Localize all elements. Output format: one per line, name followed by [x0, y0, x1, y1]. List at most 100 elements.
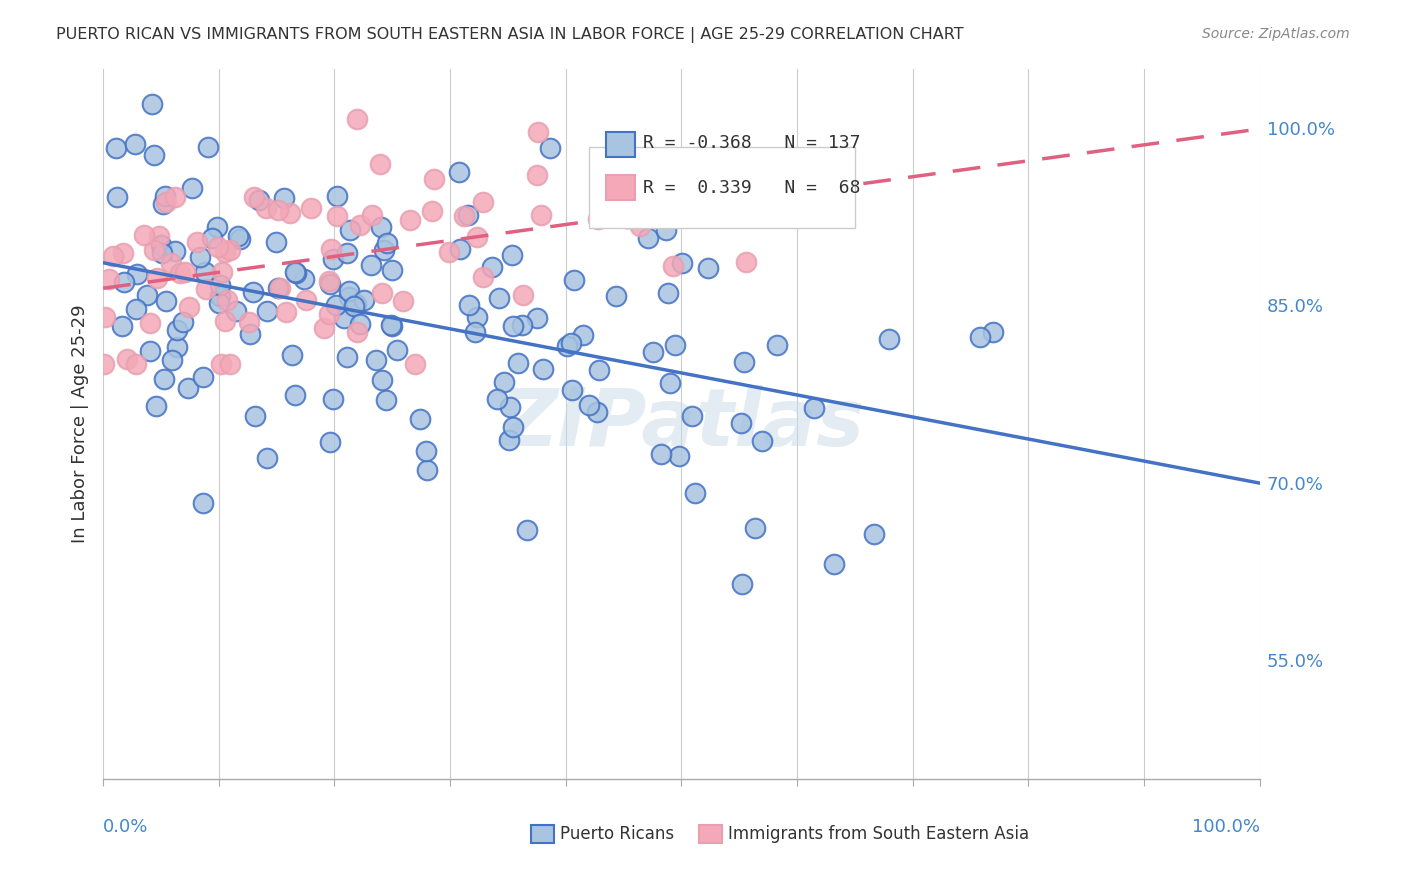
- Point: [207, 219, 229, 234]
- Point: [136, 287, 159, 301]
- Point: [194, 282, 217, 296]
- Point: [380, 318, 402, 333]
- Point: [399, 213, 422, 227]
- Point: [174, 265, 197, 279]
- Point: [152, 197, 174, 211]
- Point: [299, 201, 322, 215]
- Point: [588, 363, 610, 377]
- Point: [969, 330, 991, 344]
- Point: [141, 97, 163, 112]
- Point: [387, 343, 409, 358]
- Point: [247, 193, 270, 207]
- Point: [143, 243, 166, 257]
- Text: R = -0.368   N = 137: R = -0.368 N = 137: [644, 134, 860, 153]
- Point: [981, 325, 1004, 339]
- Point: [641, 345, 664, 359]
- Point: [492, 375, 515, 389]
- Point: [471, 270, 494, 285]
- Point: [143, 148, 166, 162]
- Point: [485, 392, 508, 406]
- Point: [274, 305, 297, 319]
- Point: [664, 338, 686, 352]
- Point: [115, 351, 138, 366]
- Bar: [531, 825, 554, 843]
- Text: 0.0%: 0.0%: [103, 818, 149, 836]
- Point: [318, 307, 340, 321]
- Point: [628, 219, 651, 234]
- Point: [526, 311, 548, 326]
- Point: [562, 273, 585, 287]
- Point: [416, 463, 439, 477]
- Point: [160, 352, 183, 367]
- Point: [146, 270, 169, 285]
- Point: [124, 358, 146, 372]
- Point: [501, 247, 523, 261]
- Point: [457, 208, 479, 222]
- Point: [344, 297, 367, 311]
- Point: [256, 450, 278, 465]
- Point: [314, 320, 336, 334]
- Point: [527, 124, 550, 138]
- Point: [516, 524, 538, 538]
- Point: [683, 485, 706, 500]
- Point: [437, 245, 460, 260]
- Point: [488, 292, 510, 306]
- Point: [228, 232, 250, 246]
- Point: [266, 235, 288, 249]
- Point: [662, 259, 685, 273]
- Point: [226, 229, 249, 244]
- Point: [404, 358, 426, 372]
- Point: [371, 286, 394, 301]
- Point: [453, 209, 475, 223]
- Point: [464, 325, 486, 339]
- Point: [586, 211, 609, 226]
- Point: [730, 416, 752, 430]
- Point: [177, 381, 200, 395]
- Point: [681, 409, 703, 424]
- Point: [375, 393, 398, 408]
- Point: [139, 317, 162, 331]
- Point: [616, 211, 638, 225]
- Point: [139, 344, 162, 359]
- Point: [197, 139, 219, 153]
- Point: [373, 244, 395, 258]
- Point: [346, 112, 368, 127]
- Point: [207, 240, 229, 254]
- Point: [538, 141, 561, 155]
- Point: [294, 293, 316, 307]
- Point: [225, 304, 247, 318]
- Point: [498, 433, 520, 447]
- Point: [560, 335, 582, 350]
- Point: [124, 136, 146, 151]
- Point: [502, 420, 524, 434]
- Point: [269, 281, 291, 295]
- Point: [392, 293, 415, 308]
- Text: Source: ZipAtlas.com: Source: ZipAtlas.com: [1202, 27, 1350, 41]
- Point: [423, 171, 446, 186]
- Point: [531, 362, 554, 376]
- Point: [530, 208, 553, 222]
- Point: [415, 443, 437, 458]
- Point: [360, 258, 382, 272]
- Point: [510, 318, 533, 332]
- Point: [214, 314, 236, 328]
- Point: [181, 181, 204, 195]
- Point: [284, 266, 307, 280]
- Point: [343, 299, 366, 313]
- Point: [325, 298, 347, 312]
- Point: [105, 190, 128, 204]
- Point: [208, 277, 231, 292]
- Point: [605, 289, 627, 303]
- Point: [163, 190, 186, 204]
- Point: [325, 188, 347, 202]
- Point: [526, 168, 548, 182]
- Point: [209, 358, 232, 372]
- Point: [863, 526, 886, 541]
- Point: [333, 310, 356, 325]
- Point: [149, 238, 172, 252]
- Point: [132, 228, 155, 243]
- Point: [508, 356, 530, 370]
- Point: [664, 186, 686, 201]
- Point: [408, 412, 430, 426]
- Point: [650, 447, 672, 461]
